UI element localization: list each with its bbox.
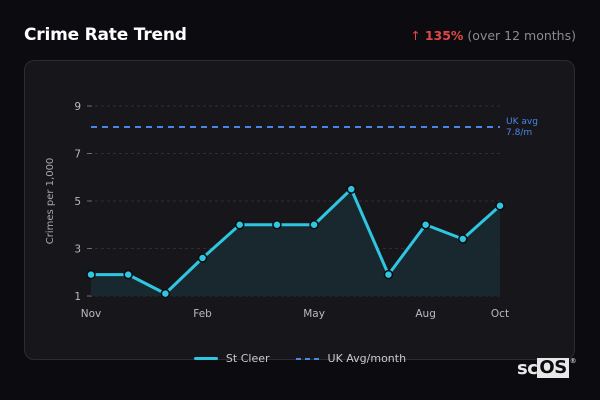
svg-text:Feb: Feb xyxy=(193,308,212,320)
legend-item-uk-avg[interactable]: UK Avg/month xyxy=(295,352,407,365)
registered-mark-icon: ® xyxy=(569,357,577,365)
change-percent: 135% xyxy=(424,28,464,43)
svg-text:Nov: Nov xyxy=(81,308,102,320)
legend-label: UK Avg/month xyxy=(327,352,407,365)
data-point[interactable] xyxy=(420,220,431,230)
data-point[interactable] xyxy=(346,184,357,194)
svg-text:5: 5 xyxy=(74,196,81,208)
data-point[interactable] xyxy=(383,269,394,280)
data-point[interactable] xyxy=(495,201,505,211)
data-point[interactable] xyxy=(272,220,282,230)
data-point[interactable] xyxy=(234,220,245,230)
data-point[interactable] xyxy=(160,288,171,299)
legend-item-st-cleer[interactable]: St Cleer xyxy=(193,352,270,365)
change-period: (over 12 months) xyxy=(467,28,576,43)
arrow-up-icon: ↑ xyxy=(410,28,421,43)
svg-text:Oct: Oct xyxy=(491,308,509,320)
trend-change-summary: ↑ 135% (over 12 months) xyxy=(410,28,576,43)
y-axis-title: Crimes per 1,000 xyxy=(45,158,56,245)
data-point[interactable] xyxy=(197,253,208,263)
data-points xyxy=(86,184,505,299)
brand-prefix: sc xyxy=(517,358,538,379)
data-point[interactable] xyxy=(86,269,96,280)
data-point[interactable] xyxy=(309,220,319,230)
svg-text:7: 7 xyxy=(74,149,81,161)
brand-logo: sc OS ® xyxy=(517,357,577,379)
solid-line-swatch-icon xyxy=(193,357,218,360)
uk-avg-annotation-line2: 7.8/m xyxy=(506,128,532,138)
series-area-fill xyxy=(91,189,500,296)
chart-card xyxy=(24,60,575,360)
uk-avg-annotation-line1: UK avg xyxy=(506,117,538,127)
x-axis: Nov Feb May Aug Oct xyxy=(81,308,509,320)
data-point[interactable] xyxy=(458,234,468,244)
svg-text:1: 1 xyxy=(74,291,81,303)
data-point[interactable] xyxy=(123,269,133,280)
legend-label: St Cleer xyxy=(225,352,270,365)
svg-text:9: 9 xyxy=(74,101,81,113)
series-line-st-cleer xyxy=(91,187,501,296)
dashed-line-swatch-icon xyxy=(295,357,320,360)
svg-text:3: 3 xyxy=(74,244,81,256)
page-title: Crime Rate Trend xyxy=(24,25,187,45)
svg-text:Aug: Aug xyxy=(415,308,436,320)
svg-text:May: May xyxy=(303,308,325,320)
chart-legend: St Cleer UK Avg/month xyxy=(0,352,600,365)
brand-highlight: OS xyxy=(537,357,569,378)
